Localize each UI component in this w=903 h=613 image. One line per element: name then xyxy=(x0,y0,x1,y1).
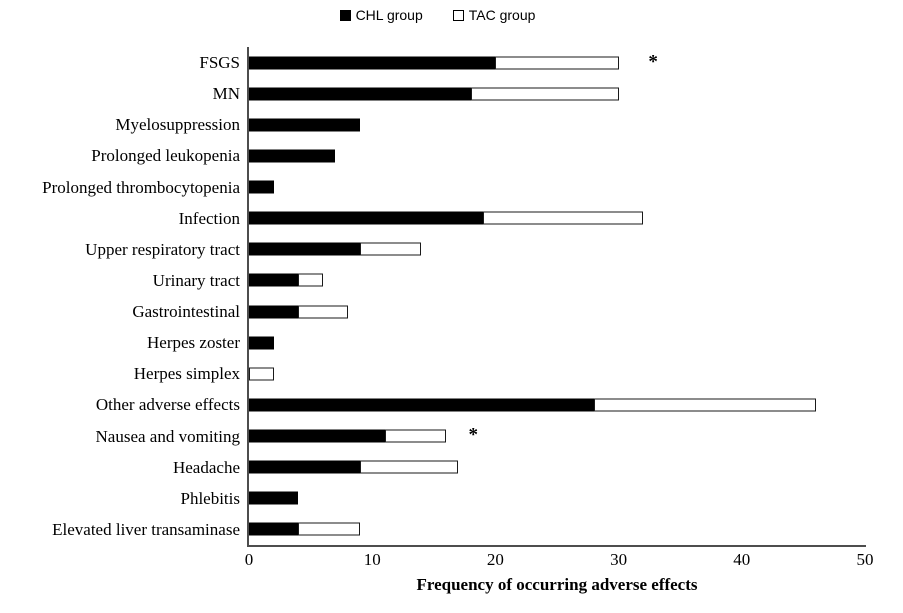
bar-segment-chl xyxy=(249,305,299,319)
x-axis-title: Frequency of occurring adverse effects xyxy=(416,575,698,594)
legend-item-chl: CHL group xyxy=(339,7,423,23)
bar-row xyxy=(249,172,865,203)
bar-row xyxy=(249,358,865,389)
category-label: Myelosuppression xyxy=(115,115,240,135)
bar-row xyxy=(249,483,865,514)
category-label: Elevated liver transaminase xyxy=(52,519,240,539)
x-tick-label: 40 xyxy=(733,550,751,569)
x-tick-label: 30 xyxy=(610,550,628,569)
legend-label-chl: CHL group xyxy=(355,7,423,23)
significance-asterisk: * xyxy=(648,51,658,73)
x-tick-label: 50 xyxy=(856,550,874,569)
bar-row xyxy=(249,327,865,358)
bar-segment-chl xyxy=(249,56,496,70)
bar-row xyxy=(249,78,865,109)
category-label: Prolonged thrombocytopenia xyxy=(42,177,240,197)
bar-row xyxy=(249,514,865,545)
bar-row xyxy=(249,296,865,327)
category-label: Urinary tract xyxy=(152,270,240,290)
bar-segment-tac xyxy=(298,305,348,319)
x-axis-ticks: 0 10 20 30 40 50 xyxy=(245,550,874,571)
bar-segment-chl xyxy=(249,242,360,256)
bar-row xyxy=(249,140,865,171)
bar-segment-chl xyxy=(249,87,471,101)
bar-segment-chl xyxy=(249,398,594,412)
bar-rows: * * xyxy=(249,47,865,545)
bar-segment-tac xyxy=(495,56,619,70)
category-label: Infection xyxy=(178,208,240,228)
bar-segment-chl xyxy=(249,336,274,350)
category-label: Nausea and vomiting xyxy=(95,426,240,446)
bar-segment-tac xyxy=(298,522,360,536)
y-axis-line xyxy=(247,47,249,547)
chart-legend: CHL group TAC group xyxy=(0,7,875,23)
legend-item-tac: TAC group xyxy=(452,7,536,23)
category-label: Herpes simplex xyxy=(133,364,240,384)
bar-segment-tac xyxy=(384,429,447,443)
bar-segment-tac xyxy=(249,367,274,381)
bar-row xyxy=(249,234,865,265)
bar-row xyxy=(249,389,865,420)
category-label: Gastrointestinal xyxy=(132,302,240,322)
x-tick-label: 10 xyxy=(363,550,381,569)
bar-row xyxy=(249,203,865,234)
category-label: Upper respiratory tract xyxy=(85,239,240,259)
bar-row xyxy=(249,109,865,140)
bar-row: * xyxy=(249,47,865,78)
bar-segment-chl xyxy=(249,118,360,132)
significance-asterisk: * xyxy=(468,424,478,446)
category-label: FSGS xyxy=(199,53,240,73)
bar-row xyxy=(249,265,865,296)
category-label: MN xyxy=(212,84,240,104)
bar-segment-chl xyxy=(249,149,336,163)
category-label: Herpes zoster xyxy=(147,333,240,353)
bar-segment-tac xyxy=(483,211,644,225)
bar-segment-tac xyxy=(359,242,422,256)
x-tick-label: 20 xyxy=(486,550,504,569)
bar-segment-chl xyxy=(249,460,360,474)
bar-segment-chl xyxy=(249,273,299,287)
bar-row: * xyxy=(249,421,865,452)
legend-label-tac: TAC group xyxy=(468,7,536,23)
category-label: Phlebitis xyxy=(180,488,240,508)
outlined-white-square-icon xyxy=(452,9,464,21)
bar-segment-tac xyxy=(593,398,816,412)
bar-segment-chl xyxy=(249,522,299,536)
bar-segment-chl xyxy=(249,429,385,443)
bar-segment-tac xyxy=(298,273,323,287)
category-label: Prolonged leukopenia xyxy=(91,146,240,166)
bar-segment-tac xyxy=(359,460,459,474)
bar-segment-chl xyxy=(249,491,299,505)
category-label: Headache xyxy=(172,457,240,477)
category-axis-labels: FSGS MN Myelosuppression Prolonged leukopen… xyxy=(0,47,240,545)
category-label: Other adverse effects xyxy=(95,395,240,415)
filled-black-square-icon xyxy=(339,9,351,21)
bar-segment-chl xyxy=(249,180,274,194)
x-axis-line xyxy=(247,545,866,547)
bar-row xyxy=(249,452,865,483)
x-tick-label: 0 xyxy=(244,550,254,569)
bar-segment-chl xyxy=(249,211,484,225)
bar-segment-tac xyxy=(470,87,619,101)
